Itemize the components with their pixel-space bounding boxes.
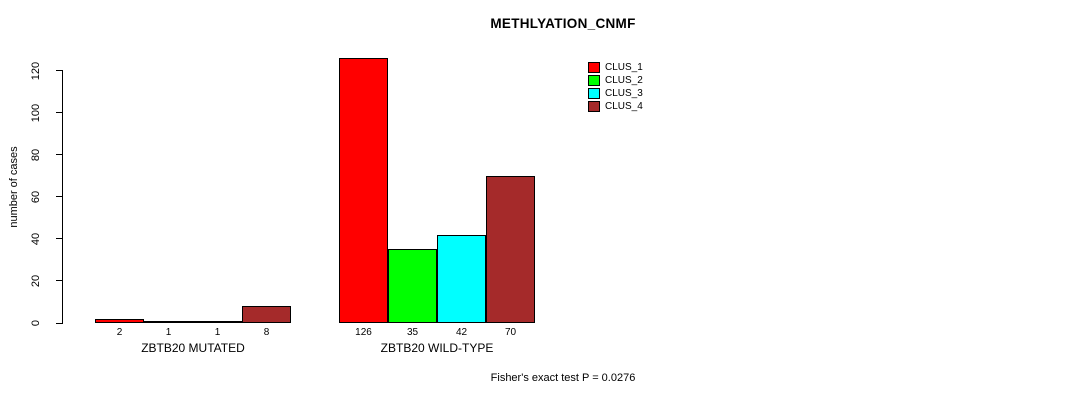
legend-swatch-icon xyxy=(588,75,600,86)
y-axis-title: number of cases xyxy=(8,146,20,228)
y-axis-tick-label: 60 xyxy=(30,190,42,203)
legend-label: CLUS_3 xyxy=(605,88,643,99)
bar-clus_1[interactable] xyxy=(95,318,144,323)
bar-clus_4[interactable] xyxy=(242,306,291,323)
legend-item-clus_2: CLUS_2 xyxy=(588,74,643,87)
y-axis-tick xyxy=(56,112,63,114)
y-axis-tick-label: 120 xyxy=(30,61,42,80)
legend-item-clus_1: CLUS_1 xyxy=(588,61,643,74)
y-axis-tick-label: 0 xyxy=(30,319,42,327)
bar-value-label: 8 xyxy=(263,327,270,338)
legend-swatch-icon xyxy=(588,62,600,73)
y-axis-tick xyxy=(56,322,63,324)
bar-clus_2[interactable] xyxy=(144,320,193,323)
y-axis-tick-label: 40 xyxy=(30,232,42,245)
legend-item-clus_4: CLUS_4 xyxy=(588,100,643,113)
y-axis-tick xyxy=(56,196,63,198)
legend-swatch-icon xyxy=(588,101,600,112)
y-axis-tick xyxy=(56,238,63,240)
y-axis-tick-label: 100 xyxy=(30,103,42,122)
y-axis-tick xyxy=(56,70,63,72)
chart-title: METHLYATION_CNMF xyxy=(490,16,636,31)
legend-label: CLUS_1 xyxy=(605,62,643,73)
bar-value-label: 42 xyxy=(455,327,468,338)
legend-label: CLUS_2 xyxy=(605,75,643,86)
y-axis-tick xyxy=(56,280,63,282)
y-axis-tick-label: 20 xyxy=(30,274,42,288)
legend-item-clus_3: CLUS_3 xyxy=(588,87,643,100)
y-axis-tick-label: 80 xyxy=(30,148,42,161)
y-axis-tick xyxy=(56,154,63,156)
bar-value-label: 70 xyxy=(504,327,517,338)
x-axis-group-label: ZBTB20 WILD-TYPE xyxy=(380,341,494,355)
x-axis-group-label: ZBTB20 MUTATED xyxy=(141,341,245,355)
bar-clus_4[interactable] xyxy=(486,175,535,323)
bar-value-label: 2 xyxy=(116,327,123,338)
bar-clus_3[interactable] xyxy=(193,320,242,323)
bar-clus_1[interactable] xyxy=(339,57,388,323)
legend-swatch-icon xyxy=(588,88,600,99)
bar-value-label: 126 xyxy=(355,327,372,338)
bar-value-label: 1 xyxy=(214,327,221,338)
bar-clus_2[interactable] xyxy=(388,249,437,323)
bar-value-label: 1 xyxy=(165,327,172,338)
legend: CLUS_1 CLUS_2 CLUS_3 CLUS_4 xyxy=(588,61,643,113)
legend-label: CLUS_4 xyxy=(605,101,643,112)
bar-clus_3[interactable] xyxy=(437,234,486,323)
annotation-text: Fisher's exact test P = 0.0276 xyxy=(490,372,636,384)
bar-value-label: 35 xyxy=(406,327,419,338)
